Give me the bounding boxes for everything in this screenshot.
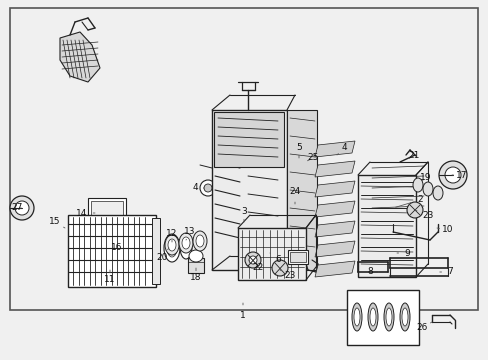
- Ellipse shape: [248, 256, 257, 264]
- Text: 6: 6: [269, 253, 280, 265]
- Bar: [10, 8, 477, 310]
- Ellipse shape: [168, 239, 176, 251]
- Ellipse shape: [369, 308, 375, 326]
- Text: 23: 23: [280, 270, 295, 279]
- Ellipse shape: [401, 308, 407, 326]
- Ellipse shape: [438, 161, 466, 189]
- Text: 12: 12: [166, 229, 177, 242]
- Bar: [152, 218, 160, 284]
- Text: 17: 17: [451, 171, 467, 180]
- Text: 18: 18: [190, 268, 202, 283]
- Text: 9: 9: [396, 248, 409, 257]
- Text: 15: 15: [49, 217, 65, 228]
- Ellipse shape: [271, 260, 287, 276]
- Text: 21: 21: [407, 150, 419, 159]
- Text: 24: 24: [289, 188, 300, 204]
- Text: 19: 19: [419, 174, 431, 183]
- Ellipse shape: [412, 178, 422, 192]
- Bar: [214, 112, 284, 167]
- Ellipse shape: [353, 308, 359, 326]
- Text: 16: 16: [111, 243, 122, 252]
- Bar: [88, 232, 126, 250]
- Ellipse shape: [385, 308, 391, 326]
- Ellipse shape: [193, 231, 206, 251]
- Ellipse shape: [189, 250, 203, 262]
- Bar: [357, 175, 415, 277]
- Polygon shape: [314, 261, 354, 277]
- Ellipse shape: [163, 234, 180, 262]
- Ellipse shape: [200, 180, 216, 196]
- Ellipse shape: [196, 235, 203, 247]
- Text: 4: 4: [192, 184, 204, 193]
- Bar: [88, 198, 126, 220]
- Polygon shape: [314, 221, 354, 237]
- Text: 22: 22: [248, 260, 263, 273]
- Ellipse shape: [167, 239, 177, 257]
- Text: 13: 13: [184, 228, 195, 240]
- Ellipse shape: [179, 233, 193, 253]
- Bar: [68, 215, 156, 287]
- Text: 25: 25: [306, 153, 318, 162]
- Polygon shape: [314, 181, 354, 197]
- Bar: [289, 252, 305, 262]
- Ellipse shape: [180, 235, 192, 259]
- Text: 5: 5: [296, 144, 301, 158]
- Text: 2: 2: [395, 195, 422, 207]
- Text: 20: 20: [156, 248, 169, 261]
- Text: 26: 26: [415, 322, 431, 333]
- Ellipse shape: [422, 182, 432, 196]
- Text: 11: 11: [104, 270, 116, 284]
- Ellipse shape: [15, 201, 29, 215]
- Bar: [346, 290, 418, 345]
- Text: 8: 8: [366, 267, 379, 276]
- Bar: [212, 110, 286, 270]
- Polygon shape: [314, 241, 354, 257]
- Bar: [238, 228, 305, 280]
- Text: 7: 7: [439, 267, 452, 276]
- Text: 14: 14: [76, 208, 95, 217]
- Ellipse shape: [367, 303, 377, 331]
- Polygon shape: [314, 141, 354, 157]
- Ellipse shape: [203, 184, 212, 192]
- Polygon shape: [314, 201, 354, 217]
- Polygon shape: [314, 161, 354, 177]
- Ellipse shape: [406, 202, 422, 218]
- Ellipse shape: [164, 235, 179, 255]
- Text: 27: 27: [11, 203, 22, 212]
- Ellipse shape: [351, 303, 361, 331]
- Ellipse shape: [244, 252, 261, 268]
- Ellipse shape: [432, 186, 442, 200]
- Bar: [287, 250, 307, 264]
- Ellipse shape: [182, 237, 190, 249]
- Ellipse shape: [10, 196, 34, 220]
- Ellipse shape: [383, 303, 393, 331]
- Text: 23: 23: [414, 210, 433, 220]
- Bar: [91, 201, 123, 217]
- Text: 1: 1: [240, 303, 245, 320]
- Text: 10: 10: [436, 225, 453, 234]
- Bar: [286, 110, 316, 270]
- Polygon shape: [60, 32, 100, 82]
- Text: 4: 4: [336, 144, 346, 155]
- Ellipse shape: [444, 167, 460, 183]
- Bar: [187, 258, 203, 273]
- Ellipse shape: [399, 303, 409, 331]
- Text: 3: 3: [241, 207, 246, 222]
